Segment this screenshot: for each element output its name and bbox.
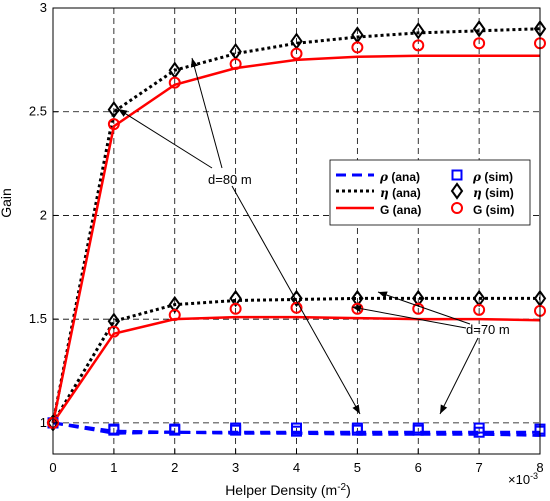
series-marker-rho_sim_70: [230, 424, 242, 436]
x-tick-label: 0: [49, 460, 56, 475]
legend-item-eta-ana-symbol: η: [380, 186, 389, 200]
series-marker-eta_sim_70: [412, 289, 425, 308]
series-line-eta_ana_70: [51, 296, 540, 424]
legend-item-g-sim-suffix: G (sim): [473, 203, 514, 217]
series-marker-G_sim_80: [473, 37, 486, 50]
annotation-arrows: [117, 57, 479, 415]
series-marker-eta_sim_70: [229, 289, 242, 308]
legend-item-g-ana-suffix: G (ana): [380, 203, 421, 217]
legend-item-eta-ana-suffix: (ana): [389, 186, 421, 200]
axes: 0 1 2 3 4 5 6 7 8 1 1.5 2 2.5 3: [29, 0, 544, 475]
x-axis-label: Helper Density (m-2): [225, 482, 351, 499]
annotation-d70: d=70 m: [466, 322, 510, 337]
series-marker-G_sim_80: [412, 39, 425, 52]
series-marker-rho_sim_70: [473, 426, 485, 438]
y-tick-label: 3: [40, 0, 47, 15]
legend-item-rho-ana-suffix: (ana): [388, 170, 420, 184]
series-marker-eta_sim_70: [290, 289, 303, 308]
legend-item-eta-ana: η (ana): [380, 186, 421, 200]
series-marker-eta_sim_80: [412, 22, 425, 40]
series-marker-G_sim_80: [229, 58, 242, 71]
x-tick-label: 4: [293, 460, 300, 475]
annotation-arrow-d80-rho: [231, 185, 361, 415]
x-axis-label-main: Helper Density (m: [225, 482, 337, 498]
annotation-arrow-d70-eta: [377, 291, 471, 325]
series-marker-G_sim_80: [290, 47, 303, 60]
legend-item-rho-sim-suffix: (sim): [481, 170, 513, 184]
legend-marker-eta: [450, 182, 464, 200]
x-axis-label-sup: -2: [337, 482, 346, 493]
legend-item-eta-sim: η (sim): [473, 186, 514, 200]
legend-item-rho-ana-symbol: ρ: [379, 170, 389, 184]
legend: ρ (ana) ρ (sim) η (ana) η (sim) G (ana) …: [329, 159, 531, 226]
series-marker-G_sim_70: [290, 301, 303, 314]
plot-frame: [52, 7, 541, 455]
x-axis-multiplier: ×10-3: [508, 471, 538, 487]
series-marker-G_sim_80: [351, 41, 364, 54]
series-marker-G_sim_70: [168, 309, 181, 322]
x-tick-label: 5: [354, 460, 361, 475]
annotation-d80: d=80 m: [208, 172, 252, 187]
legend-item-rho-sim: ρ (sim): [472, 170, 513, 184]
x-tick-label: 2: [171, 460, 178, 475]
x-tick-label: 3: [232, 460, 239, 475]
legend-item-rho-ana: ρ (ana): [379, 170, 420, 184]
marker-layer: [46, 20, 547, 438]
annotation-arrow-d80-eta: [190, 57, 223, 169]
series-marker-rho_sim_70: [108, 424, 120, 436]
legend-item-g-ana: G (ana): [380, 203, 421, 217]
series-marker-rho_sim_70: [412, 424, 424, 436]
legend-item-eta-sim-suffix: (sim): [482, 186, 514, 200]
legend-item-g-sim: G (sim): [473, 203, 514, 217]
series-line-G_ana_80: [51, 54, 540, 424]
legend-swatches: [336, 169, 464, 214]
series-marker-eta_sim_80: [107, 100, 121, 119]
legend-item-rho-sim-symbol: ρ: [472, 170, 482, 184]
x-tick-label: 6: [415, 460, 422, 475]
legend-box: [329, 159, 531, 226]
series-line-G_ana_70: [51, 315, 541, 424]
x-tick-label: 8: [536, 460, 543, 475]
series-marker-eta_sim_70: [107, 312, 121, 330]
x-tick-label: 7: [476, 460, 483, 475]
series-marker-G_sim_80: [107, 118, 120, 131]
series-marker-eta_sim_70: [168, 295, 181, 314]
x-axis-multiplier-base: ×10: [508, 472, 530, 487]
series-marker-G_sim_70: [473, 303, 486, 316]
x-tick-label: 1: [110, 460, 117, 475]
annotation-arrow-d70-g: [351, 305, 467, 329]
legend-marker-rho: [451, 169, 463, 181]
legend-marker-G: [451, 202, 463, 214]
y-axis-label: Gain: [0, 188, 14, 218]
series-marker-rho_sim_70: [169, 424, 181, 436]
series-marker-eta_sim_80: [472, 20, 486, 38]
x-axis-label-tail: ): [346, 482, 351, 498]
series-marker-G_sim_80: [168, 76, 181, 89]
series-marker-G_sim_70: [229, 302, 242, 315]
series-line-eta_ana_80: [51, 27, 541, 424]
y-tick-label: 1.5: [29, 311, 47, 326]
series-marker-G_sim_70: [107, 325, 120, 338]
y-tick-label: 1: [40, 415, 47, 430]
annotation-arrow-d70-rho: [439, 337, 479, 415]
series-marker-G_sim_70: [412, 302, 425, 315]
series-marker-rho_sim_70: [351, 424, 363, 436]
annotation-arrow-d80-g: [117, 108, 213, 169]
legend-item-eta-sim-symbol: η: [473, 186, 482, 200]
y-tick-label: 2: [40, 207, 47, 222]
y-tick-label: 2.5: [29, 104, 47, 119]
series-marker-rho_sim_70: [291, 425, 302, 437]
x-axis-multiplier-exp: -3: [530, 471, 538, 481]
